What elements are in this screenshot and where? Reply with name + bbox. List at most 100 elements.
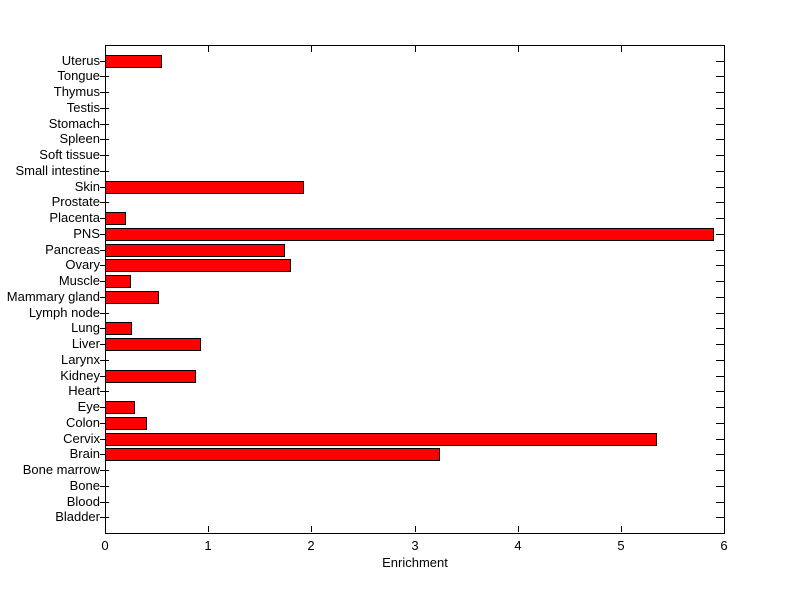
y-axis-tick-left bbox=[100, 313, 109, 314]
bar-pancreas bbox=[105, 244, 285, 257]
y-tick-label: Lung bbox=[71, 320, 100, 336]
x-tick-label: 0 bbox=[101, 538, 109, 553]
y-axis-tick-left bbox=[100, 454, 109, 455]
y-axis-tick-right bbox=[716, 187, 724, 188]
y-axis-tick-right bbox=[716, 250, 724, 251]
y-axis-tick-left bbox=[100, 155, 109, 156]
y-axis-tick-right bbox=[716, 360, 724, 361]
y-axis-tick-left bbox=[100, 423, 109, 424]
y-axis-tick-right bbox=[716, 155, 724, 156]
x-axis-tick-bottom bbox=[415, 526, 416, 532]
y-axis-tick-right bbox=[716, 202, 724, 203]
y-axis-tick-right bbox=[716, 344, 724, 345]
y-axis-tick-right bbox=[716, 517, 724, 518]
bar-pns bbox=[105, 228, 714, 241]
y-axis-tick-right bbox=[716, 171, 724, 172]
y-tick-label: Skin bbox=[74, 178, 100, 194]
bar-muscle bbox=[105, 275, 131, 288]
y-axis-tick-left bbox=[100, 187, 109, 188]
y-tick-label: Stomach bbox=[48, 115, 100, 131]
y-tick-label: Kidney bbox=[60, 367, 100, 383]
bar-cervix bbox=[105, 433, 657, 446]
y-axis-tick-left bbox=[100, 108, 109, 109]
bar-uterus bbox=[105, 55, 162, 68]
bar-kidney bbox=[105, 370, 196, 383]
y-tick-label: Soft tissue bbox=[39, 147, 100, 163]
y-axis-tick-left bbox=[100, 218, 109, 219]
y-axis-tick-left bbox=[100, 344, 109, 345]
y-axis-tick-right bbox=[716, 139, 724, 140]
x-axis-tick-top bbox=[724, 46, 725, 52]
x-axis-tick-top bbox=[518, 46, 519, 52]
y-tick-label: Bone bbox=[69, 477, 100, 493]
x-tick-label: 4 bbox=[514, 538, 522, 553]
y-tick-label: Cervix bbox=[63, 430, 100, 446]
y-axis-tick-right bbox=[716, 439, 724, 440]
bar-skin bbox=[105, 181, 304, 194]
y-tick-label: Testis bbox=[66, 99, 100, 115]
x-axis-tick-bottom bbox=[518, 526, 519, 532]
y-axis-tick-right bbox=[716, 470, 724, 471]
x-axis-tick-top bbox=[415, 46, 416, 52]
y-axis-tick-right bbox=[716, 218, 724, 219]
y-tick-label: Tongue bbox=[57, 68, 100, 84]
x-tick-label: 6 bbox=[720, 538, 728, 553]
y-axis-tick-left bbox=[100, 297, 109, 298]
x-axis-tick-bottom bbox=[208, 526, 209, 532]
y-axis-tick-right bbox=[716, 234, 724, 235]
y-axis-tick-left bbox=[100, 407, 109, 408]
bar-colon bbox=[105, 417, 147, 430]
x-tick-label: 1 bbox=[204, 538, 212, 553]
x-tick-label: 5 bbox=[617, 538, 625, 553]
y-tick-label: Prostate bbox=[51, 194, 100, 210]
y-tick-label: Pancreas bbox=[45, 241, 100, 257]
y-tick-label: Heart bbox=[68, 383, 100, 399]
y-tick-label: Placenta bbox=[49, 210, 100, 226]
y-axis-tick-left bbox=[100, 391, 109, 392]
x-axis-tick-bottom bbox=[724, 526, 725, 532]
bar-liver bbox=[105, 338, 201, 351]
x-axis-tick-top bbox=[311, 46, 312, 52]
y-axis-tick-right bbox=[716, 423, 724, 424]
bar-eye bbox=[105, 401, 135, 414]
y-axis-tick-left bbox=[100, 76, 109, 77]
y-axis-tick-right bbox=[716, 407, 724, 408]
y-tick-label: Mammary gland bbox=[6, 288, 100, 304]
y-axis-tick-right bbox=[716, 391, 724, 392]
y-axis-tick-right bbox=[716, 265, 724, 266]
y-tick-label: Larynx bbox=[60, 351, 100, 367]
y-axis-tick-left bbox=[100, 265, 109, 266]
x-axis-tick-bottom bbox=[621, 526, 622, 532]
y-axis-tick-left bbox=[100, 202, 109, 203]
y-axis-tick-right bbox=[716, 454, 724, 455]
y-axis-tick-right bbox=[716, 124, 724, 125]
bar-brain bbox=[105, 448, 440, 461]
y-axis-tick-left bbox=[100, 360, 109, 361]
y-axis-tick-left bbox=[100, 439, 109, 440]
y-tick-label: Colon bbox=[66, 414, 100, 430]
y-tick-label: PNS bbox=[73, 225, 100, 241]
y-axis-tick-left bbox=[100, 61, 109, 62]
y-axis-tick-left bbox=[100, 92, 109, 93]
y-tick-label: Bladder bbox=[55, 509, 100, 525]
x-axis-tick-top bbox=[208, 46, 209, 52]
y-axis-tick-right bbox=[716, 502, 724, 503]
x-tick-label: 3 bbox=[411, 538, 419, 553]
y-tick-label: Thymus bbox=[53, 84, 100, 100]
y-axis-tick-left bbox=[100, 376, 109, 377]
y-axis-tick-left bbox=[100, 486, 109, 487]
bar-placenta bbox=[105, 212, 126, 225]
y-axis-tick-left bbox=[100, 517, 109, 518]
y-axis-tick-right bbox=[716, 328, 724, 329]
x-axis-tick-top bbox=[621, 46, 622, 52]
y-tick-label: Eye bbox=[77, 399, 100, 415]
y-tick-label: Liver bbox=[71, 336, 100, 352]
y-axis-tick-right bbox=[716, 61, 724, 62]
y-axis-tick-left bbox=[100, 250, 109, 251]
y-axis-tick-left bbox=[100, 281, 109, 282]
bar-mammary-gland bbox=[105, 291, 159, 304]
y-axis-tick-right bbox=[716, 297, 724, 298]
y-axis-tick-left bbox=[100, 502, 109, 503]
y-axis-tick-right bbox=[716, 313, 724, 314]
